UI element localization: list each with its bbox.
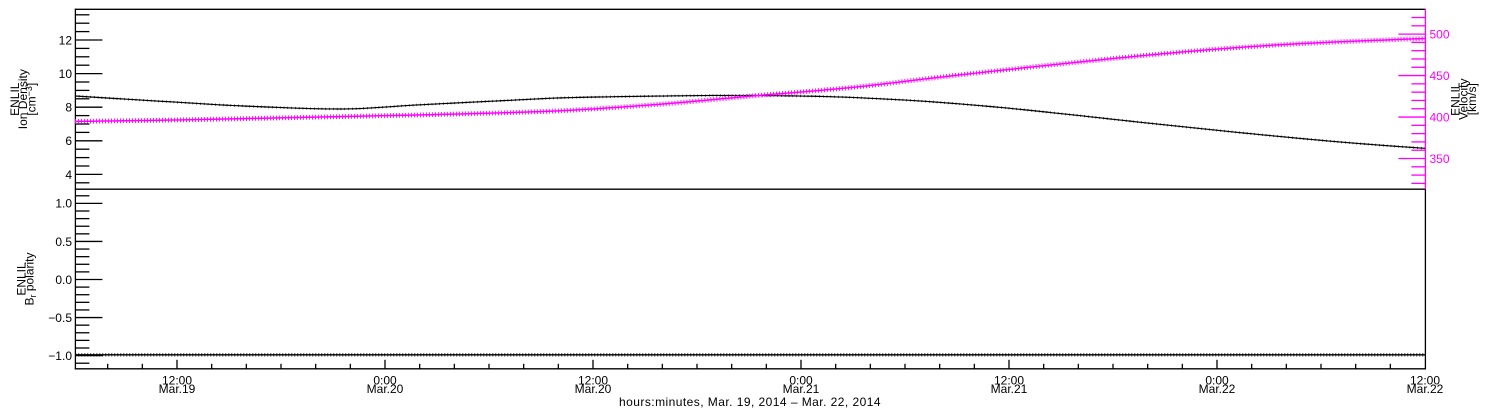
- svg-text:0:00: 0:00: [373, 373, 397, 387]
- svg-text:12:00: 12:00: [994, 373, 1024, 387]
- svg-text:Mar.20: Mar.20: [367, 382, 404, 396]
- svg-text:4: 4: [65, 168, 72, 182]
- svg-text:6: 6: [65, 134, 72, 148]
- svg-text:Velocity: Velocity: [1457, 79, 1471, 120]
- svg-text:12:00: 12:00: [578, 373, 608, 387]
- svg-text:1.0: 1.0: [55, 197, 72, 211]
- svg-text:Mar.21: Mar.21: [783, 382, 820, 396]
- svg-text:Ion Density: Ion Density: [16, 69, 30, 129]
- svg-text:Mar.22: Mar.22: [1199, 382, 1236, 396]
- svg-text:Mar.20: Mar.20: [575, 382, 612, 396]
- svg-text:350: 350: [1430, 152, 1450, 166]
- svg-text:8: 8: [65, 101, 72, 115]
- svg-text:10: 10: [59, 67, 73, 81]
- svg-text:ENLIL: ENLIL: [14, 262, 28, 296]
- svg-text:Br polarity: Br polarity: [23, 252, 39, 305]
- svg-text:0:00: 0:00: [789, 373, 813, 387]
- svg-text:Mar.19: Mar.19: [159, 382, 196, 396]
- svg-text:12:00: 12:00: [1410, 373, 1440, 387]
- svg-text:−0.5: −0.5: [48, 311, 72, 325]
- svg-text:500: 500: [1430, 27, 1450, 41]
- svg-text:ENLIL: ENLIL: [1449, 82, 1463, 116]
- svg-text:[cm−3]: [cm−3]: [24, 83, 39, 116]
- svg-text:0:00: 0:00: [1205, 373, 1229, 387]
- svg-text:12:00: 12:00: [162, 373, 192, 387]
- svg-text:−1.0: −1.0: [48, 349, 72, 363]
- svg-text:hours:minutes, Mar. 19, 2014 –: hours:minutes, Mar. 19, 2014 – Mar. 22, …: [619, 395, 881, 409]
- svg-text:ENLIL: ENLIL: [8, 82, 22, 116]
- svg-text:[km/s]: [km/s]: [1465, 83, 1479, 115]
- svg-text:0.0: 0.0: [55, 273, 72, 287]
- svg-text:400: 400: [1430, 110, 1450, 124]
- svg-text:450: 450: [1430, 69, 1450, 83]
- svg-text:0.5: 0.5: [55, 235, 72, 249]
- svg-text:Mar.22: Mar.22: [1407, 382, 1444, 396]
- svg-text:12: 12: [59, 33, 73, 47]
- svg-text:Mar.21: Mar.21: [991, 382, 1028, 396]
